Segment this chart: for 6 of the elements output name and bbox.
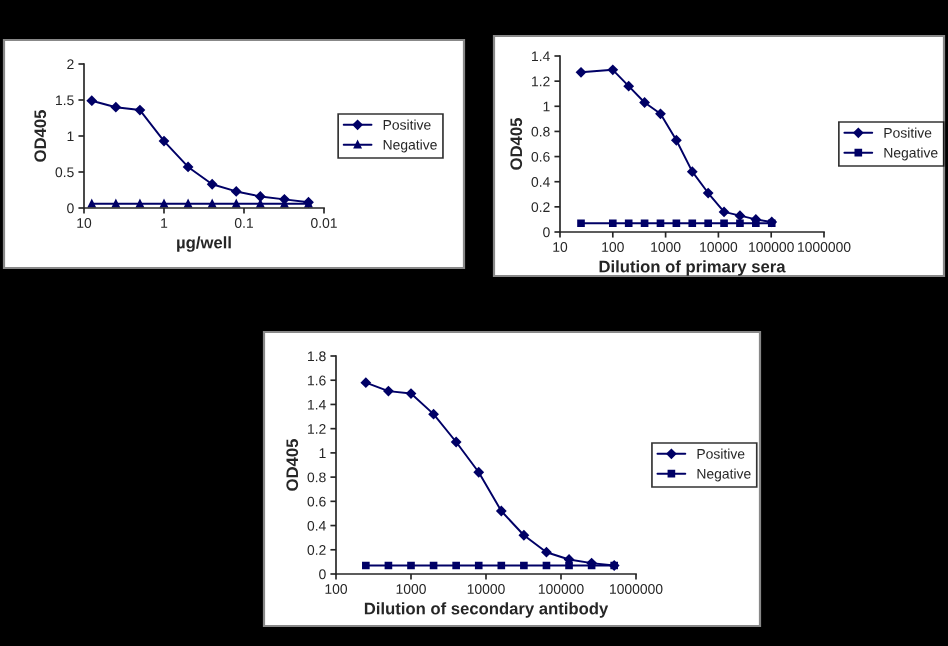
- x-axis-title: Dilution of secondary antibody: [364, 602, 609, 618]
- x-axis-title: µg/well: [177, 236, 231, 252]
- y-axis-title: OD405: [510, 118, 523, 170]
- y-axis-title: OD405: [286, 439, 299, 491]
- x-axis-title: Dilution of primary sera: [599, 260, 786, 276]
- y-axis-title: OD405: [34, 110, 47, 162]
